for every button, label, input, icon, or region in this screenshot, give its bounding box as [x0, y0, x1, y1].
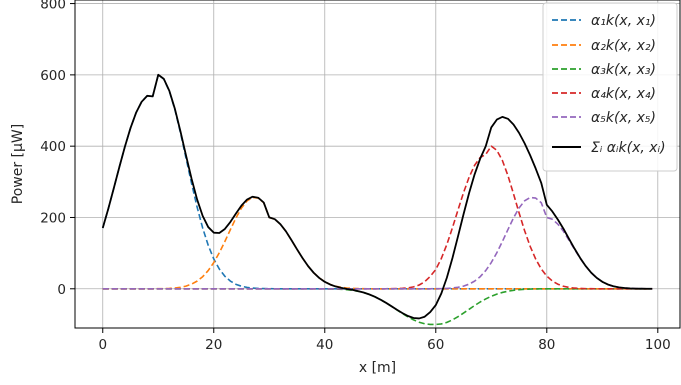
x-tick-label: 60 [427, 337, 444, 353]
series-lines [101, 73, 653, 326]
legend-label: Σᵢ αᵢk(x, xᵢ) [591, 140, 666, 156]
y-axis-label: Power [μW] [10, 124, 26, 204]
x-tick-label: 20 [205, 337, 222, 353]
legend: α₁k(x, x₁) α₂k(x, x₂) α₃k(x, x₃) α₄k(x, x₄)… [542, 2, 678, 172]
x-tick-label: 40 [316, 337, 333, 353]
y-tick-label: 800 [40, 0, 66, 13]
legend-box [542, 2, 678, 172]
legend-label: α₁k(x, x₁) [591, 13, 656, 29]
y-tick-label: 0 [57, 282, 66, 298]
legend-label: α₅k(x, x₅) [591, 110, 656, 126]
x-tick-label: 100 [645, 337, 671, 353]
x-tick-label: 0 [98, 337, 107, 353]
legend-label: α₂k(x, x₂) [591, 38, 656, 54]
x-tick-label: 80 [538, 337, 555, 353]
y-tick-label: 600 [40, 68, 66, 84]
y-tick-label: 400 [40, 139, 66, 155]
x-axis-label: x [m] [359, 360, 396, 376]
series-line-3 [102, 287, 653, 326]
legend-label: α₃k(x, x₃) [591, 62, 656, 78]
plot-frame [74, 0, 681, 329]
y-tick-label: 200 [40, 210, 66, 226]
series-line-6 [101, 73, 653, 320]
series-line-5 [102, 196, 653, 290]
series-line-2 [102, 196, 653, 290]
legend-label: α₄k(x, x₄) [591, 86, 656, 102]
axis-ticks: 0 20 40 60 80 100 0 200 400 600 800 [40, 0, 670, 353]
